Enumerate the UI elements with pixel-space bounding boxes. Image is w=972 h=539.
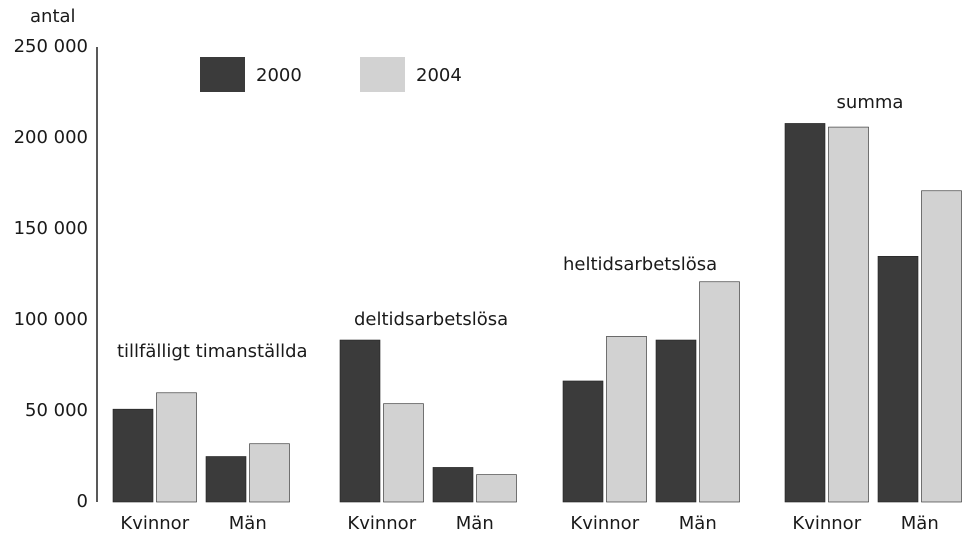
bar	[877, 255, 919, 503]
y-tick-label: 200 000	[14, 127, 88, 148]
y-tick-label: 150 000	[14, 218, 88, 239]
y-tick-label: 0	[77, 491, 88, 512]
group-label: heltidsarbetslösa	[563, 254, 717, 275]
bar	[921, 190, 962, 503]
bar	[112, 408, 154, 503]
y-axis-label: antal	[30, 6, 76, 27]
bar	[249, 443, 290, 503]
group-label: summa	[837, 92, 904, 113]
group-label: tillfälligt timanställda	[117, 341, 308, 362]
y-tick-label: 50 000	[25, 400, 88, 421]
x-tick-label: Män	[901, 513, 939, 534]
bar	[606, 336, 647, 503]
y-tick-label: 100 000	[14, 309, 88, 330]
x-tick-label: Män	[679, 513, 717, 534]
legend-label: 2000	[256, 65, 302, 86]
bar	[784, 123, 826, 503]
bar	[828, 126, 869, 503]
bar	[432, 467, 474, 503]
group-label: deltidsarbetslösa	[354, 309, 508, 330]
x-tick-label: Kvinnor	[570, 513, 639, 534]
bar	[655, 339, 697, 503]
bar	[205, 456, 247, 503]
bar	[383, 403, 424, 503]
x-tick-label: Män	[456, 513, 494, 534]
legend-swatch	[200, 57, 245, 92]
x-tick-label: Kvinnor	[792, 513, 861, 534]
bar	[699, 281, 740, 503]
bar	[476, 474, 517, 503]
x-tick-label: Kvinnor	[347, 513, 416, 534]
x-tick-label: Kvinnor	[120, 513, 189, 534]
y-tick-label: 250 000	[14, 36, 88, 57]
x-tick-label: Män	[229, 513, 267, 534]
bar	[562, 380, 604, 503]
legend-label: 2004	[416, 65, 462, 86]
legend-swatch	[360, 57, 405, 92]
bar	[156, 392, 197, 503]
bar	[339, 339, 381, 503]
